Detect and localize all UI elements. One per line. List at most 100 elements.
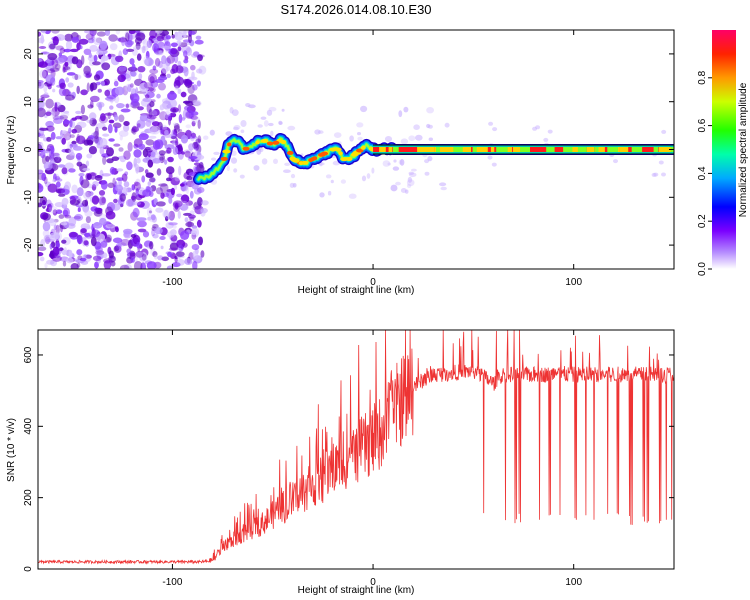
ridge-hotspot [338, 151, 343, 156]
faint-blob [360, 105, 368, 113]
noise-speck [186, 175, 193, 181]
noise-speck [154, 227, 163, 235]
noise-speck [116, 103, 125, 109]
noise-speck [178, 244, 184, 252]
carrier-segment [379, 147, 386, 152]
noise-speck [71, 128, 78, 134]
snr-xtick-label: 0 [370, 577, 376, 588]
noise-speck [178, 165, 182, 176]
noise-speck [172, 122, 178, 126]
noise-speck [62, 119, 71, 125]
noise-speck [138, 143, 146, 150]
noise-speck [136, 53, 142, 61]
noise-speck [125, 32, 130, 42]
noise-speck [75, 152, 83, 160]
noise-speck [151, 121, 160, 127]
noise-speck [196, 68, 203, 74]
noise-speck [195, 255, 201, 262]
noise-speck [43, 161, 53, 171]
noise-speck [76, 262, 81, 268]
noise-speck [57, 189, 62, 195]
noise-speck [146, 40, 152, 48]
noise-speck [174, 255, 178, 263]
noise-speck [83, 139, 90, 146]
noise-speck [167, 251, 172, 258]
noise-speck [184, 105, 191, 111]
noise-speck [161, 55, 167, 65]
snr-ylabel: SNR (10 * v/v) [6, 418, 17, 482]
noise-speck [97, 88, 103, 93]
snr-ytick-label: 400 [23, 418, 34, 435]
carrier-segment [424, 147, 435, 152]
noise-speck [121, 38, 126, 47]
noise-speck [94, 207, 103, 212]
noise-speck [170, 177, 180, 186]
faint-blob [226, 165, 230, 172]
noise-speck [192, 84, 198, 91]
noise-speck [141, 45, 146, 54]
noise-speck [74, 115, 83, 120]
faint-blob [492, 127, 498, 132]
noise-speck [53, 117, 63, 124]
noise-speck [197, 197, 203, 207]
faint-blob [413, 124, 420, 130]
noise-speck [193, 51, 200, 57]
noise-speck [84, 210, 93, 217]
ridge-hotspot [227, 142, 232, 147]
noise-speck [38, 81, 42, 87]
noise-speck [185, 109, 194, 118]
noise-speck [133, 236, 140, 244]
carrier-segment [619, 147, 625, 152]
noise-speck [118, 130, 129, 137]
ridge-hotspot [286, 150, 294, 155]
ridge-hotspot [272, 140, 280, 145]
noise-speck [67, 82, 74, 88]
noise-speck [120, 238, 130, 246]
colorbar-tick-label: 0.6 [697, 118, 708, 132]
faint-blob [439, 182, 447, 187]
noise-speck [160, 245, 164, 250]
faint-blob [281, 108, 285, 112]
noise-speck [177, 129, 183, 132]
noise-speck [137, 66, 146, 73]
noise-speck [191, 244, 200, 251]
noise-speck [68, 148, 74, 155]
noise-speck [52, 209, 58, 216]
noise-speck [188, 143, 195, 151]
snr-xtick-label: 100 [565, 577, 582, 588]
noise-speck [126, 248, 132, 254]
noise-speck [86, 173, 92, 181]
noise-speck [143, 82, 153, 89]
noise-speck [92, 227, 96, 238]
noise-speck [172, 224, 177, 229]
noise-speck [130, 71, 137, 77]
faint-blob [390, 184, 398, 192]
noise-speck [52, 179, 56, 183]
noise-speck [89, 95, 100, 103]
carrier-segment [563, 147, 572, 152]
noise-speck [69, 196, 76, 205]
noise-speck [166, 147, 172, 154]
ridge-hotspot [360, 145, 366, 150]
noise-speck [156, 35, 164, 42]
noise-speck [130, 93, 140, 104]
noise-speck [170, 136, 177, 140]
faint-blob [387, 162, 391, 166]
ridge-hotspot [334, 147, 342, 152]
carrier-segment [417, 147, 426, 152]
noise-speck [196, 219, 202, 228]
faint-blob [404, 189, 409, 194]
faint-blob [319, 192, 325, 198]
noise-speck [46, 148, 51, 152]
noise-speck [90, 236, 97, 247]
noise-speck [126, 199, 134, 207]
carrier-segment [613, 147, 619, 152]
noise-speck [188, 172, 197, 177]
noise-speck [101, 197, 106, 204]
noise-speck [74, 213, 84, 222]
noise-speck [109, 105, 114, 110]
noise-speck [146, 261, 157, 269]
noise-speck [51, 111, 55, 118]
noise-speck [136, 119, 146, 129]
